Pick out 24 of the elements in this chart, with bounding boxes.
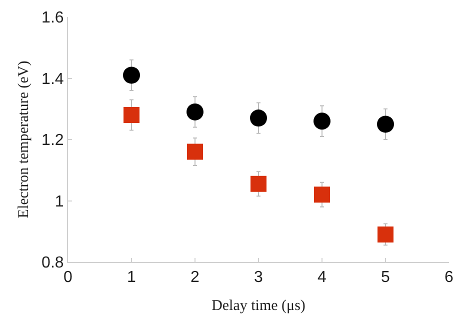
point xyxy=(314,186,330,203)
point xyxy=(187,144,203,160)
y-tick-label: 1.6 xyxy=(42,10,64,27)
x-tick-label: 3 xyxy=(254,269,264,286)
x-tick-label: 6 xyxy=(444,269,454,286)
y-tick-label: 1.2 xyxy=(42,132,64,150)
point xyxy=(250,176,266,192)
x-tick-label: 4 xyxy=(318,269,327,286)
x-tick-label: 0 xyxy=(64,269,73,286)
point xyxy=(250,110,267,127)
point xyxy=(377,116,394,133)
point xyxy=(123,66,140,84)
x-tick-label: 5 xyxy=(381,269,390,286)
point xyxy=(314,112,330,130)
y-tick-label: 1.4 xyxy=(42,70,64,88)
y-tick-label: 1 xyxy=(54,193,64,210)
x-axis-title: Delay time (μs) xyxy=(212,298,306,314)
x-tick-label: 1 xyxy=(127,269,136,286)
point xyxy=(124,107,140,123)
x-tick-label: 2 xyxy=(190,269,200,286)
point xyxy=(186,103,204,120)
y-tick-label: 0.8 xyxy=(42,254,64,272)
point xyxy=(378,226,394,242)
y-axis-title: Electron temperature (eV) xyxy=(16,60,32,218)
